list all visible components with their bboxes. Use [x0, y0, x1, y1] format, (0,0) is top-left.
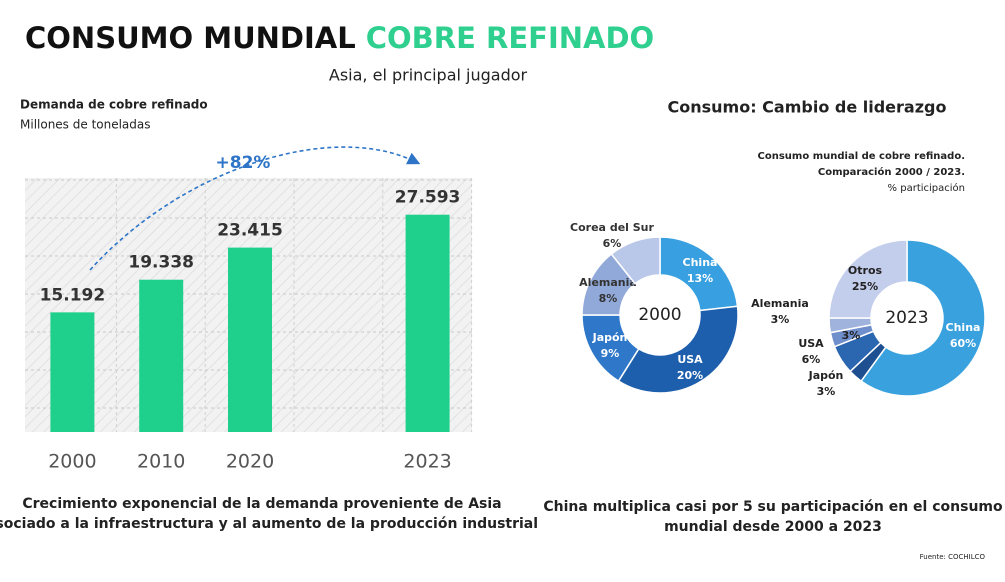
segment-value-label: 60% — [950, 337, 976, 350]
donut-segment — [610, 236, 661, 285]
value-label: 23.415 — [217, 221, 283, 241]
annotation: +82% — [216, 153, 271, 173]
donut-segment — [860, 239, 986, 397]
x-tick-label: 2023 — [403, 451, 451, 473]
bar-chart-subtitle: Millones de toneladas — [20, 118, 151, 132]
segment-value-label: 3% — [817, 385, 836, 398]
source: Fuente: COCHILCO — [920, 553, 986, 561]
note: Consumo mundial de cobre refinado. — [758, 151, 965, 162]
title-part: CONSUMO MUNDIAL — [25, 21, 356, 55]
segment-value-label: 6% — [603, 237, 622, 250]
title-part: COBRE REFINADO — [366, 21, 654, 55]
donut-center-label: 2000 — [638, 305, 681, 325]
segment-label: Corea del Sur — [570, 221, 654, 234]
caption: asociado a la infraestructura y al aumen… — [0, 516, 538, 532]
segment-value-label: 8% — [599, 292, 618, 305]
segment-value-label: 3% — [771, 313, 790, 326]
segment-label: Otros — [848, 264, 883, 277]
bar — [139, 279, 184, 432]
note: Comparación 2000 / 2023. — [818, 166, 965, 178]
segment-label: China — [683, 256, 718, 269]
segment-value-label: 13% — [687, 272, 713, 285]
segment-value-label: 6% — [802, 353, 821, 366]
segment-label: Alemania — [579, 276, 637, 289]
segment-label: China — [946, 321, 981, 334]
segment-value-label: 25% — [852, 280, 878, 293]
subtitle: Asia, el principal jugador — [329, 66, 528, 85]
caption: China multiplica casi por 5 su participa… — [543, 499, 1003, 515]
donut-center-label: 2023 — [885, 308, 928, 328]
bar-chart-title: Demanda de cobre refinado — [20, 98, 208, 112]
trend-arrow — [89, 146, 421, 271]
x-tick-label: 2010 — [137, 451, 185, 473]
caption: mundial desde 2000 a 2023 — [664, 519, 882, 535]
segment-label: Japón — [592, 331, 628, 344]
value-label: 27.593 — [395, 188, 461, 208]
section-title: Consumo: Cambio de liderazgo — [668, 98, 947, 117]
title: CONSUMO MUNDIAL COBRE REFINADO — [25, 21, 654, 55]
donut-segment — [617, 305, 739, 394]
donut-segment — [828, 239, 908, 319]
segment-label: Japón — [808, 369, 844, 382]
note: % participación — [888, 182, 965, 194]
caption: Crecimiento exponencial de la demanda pr… — [22, 496, 501, 512]
segment-value-label: 9% — [601, 347, 620, 360]
x-tick-label: 2020 — [226, 451, 274, 473]
bar — [50, 312, 95, 432]
x-tick-label: 2000 — [48, 451, 96, 473]
segment-value-label: 20% — [677, 369, 703, 382]
segment-label: USA — [798, 337, 824, 350]
value-label: 19.338 — [128, 253, 194, 273]
segment-value-label: 3% — [842, 329, 861, 342]
segment-label: Alemania — [751, 297, 809, 310]
segment-label: USA — [677, 353, 703, 366]
bar — [405, 214, 450, 432]
value-label: 15.192 — [40, 285, 106, 305]
bar — [228, 247, 272, 432]
